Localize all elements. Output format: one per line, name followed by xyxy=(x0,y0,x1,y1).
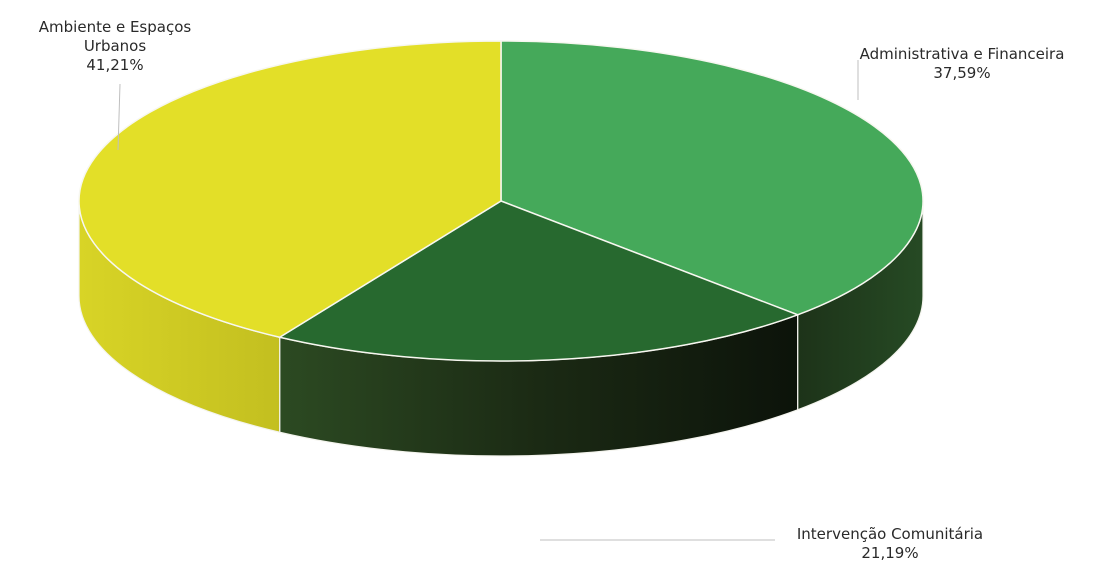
leader-lines xyxy=(117,60,859,541)
leader-line-0 xyxy=(117,83,121,151)
pie-top-faces xyxy=(78,40,924,362)
slice-label-administrativa: Administrativa e Financeira 37,59% xyxy=(859,45,1065,82)
pie-slice-2 xyxy=(277,200,800,362)
pie-slice-1 xyxy=(500,40,924,316)
slice-label-ambiente: Ambiente e Espaços Urbanos 41,21% xyxy=(38,18,192,74)
slice-label-intervencao: Intervenção Comunitária 21,19% xyxy=(796,525,984,562)
pie-side-walls xyxy=(78,200,924,457)
pie-slice-0 xyxy=(78,40,502,339)
